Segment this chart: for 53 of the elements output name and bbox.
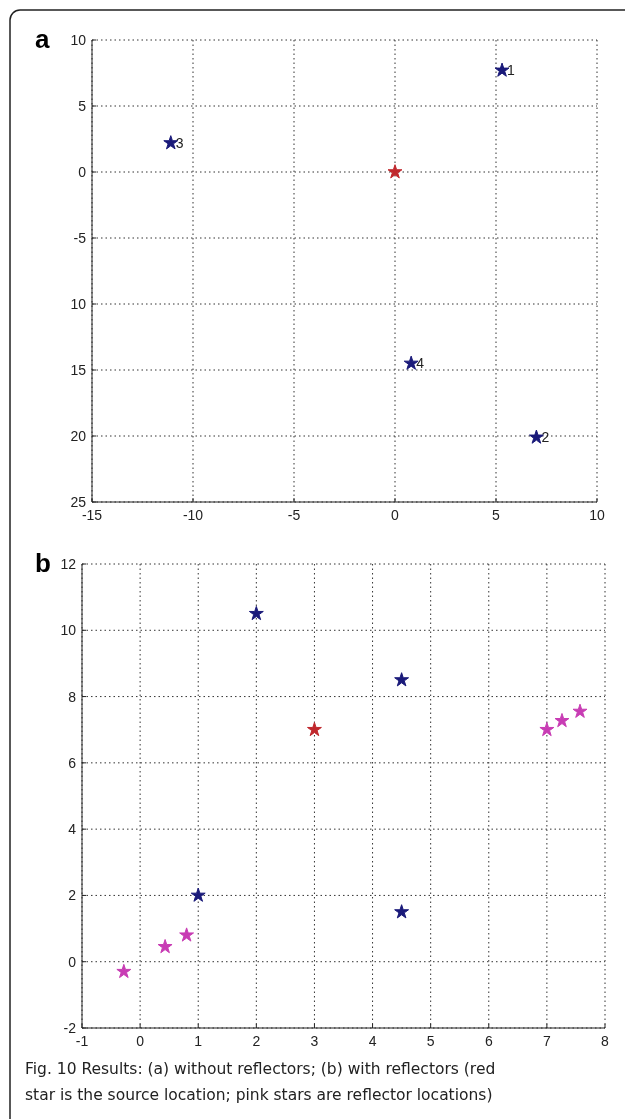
point (528, 429, 544, 444)
y-tick-label: -5 (73, 230, 87, 246)
y-tick-label: 12 (60, 556, 77, 572)
x-tick-label: 7 (542, 1033, 551, 1049)
y-tick-label: 4 (68, 821, 77, 838)
y-tick-label: 5 (78, 98, 87, 114)
y-tick-label: 25 (70, 494, 87, 510)
x-tick-label: 0 (391, 507, 400, 523)
point (179, 927, 195, 942)
point (539, 721, 555, 737)
chart-title: b (35, 548, 51, 578)
point (494, 62, 510, 77)
point (572, 703, 588, 718)
y-tick-label: 15 (70, 362, 87, 378)
x-tick-label: 2 (252, 1033, 261, 1049)
point (387, 164, 403, 179)
y-tick-label: 10 (70, 32, 87, 48)
annotation: 3 (175, 134, 184, 151)
annotation: 2 (541, 429, 550, 446)
y-tick-label: 0 (78, 164, 87, 180)
annotation: 4 (416, 355, 425, 372)
point (306, 721, 322, 737)
y-tick-label: 10 (70, 296, 87, 312)
point (116, 963, 132, 979)
y-tick-label: 10 (60, 622, 77, 639)
chart-title: a (35, 24, 50, 54)
point (394, 672, 410, 687)
x-tick-label: 8 (601, 1033, 610, 1049)
x-tick-label: -15 (81, 507, 103, 523)
y-tick-label: 0 (68, 953, 77, 970)
x-tick-label: 10 (589, 507, 605, 523)
caption: Fig. 10 Results: (a) without reflectors; (b) with reflectors (red star is the source location; pink stars are reflector locations) (25, 1060, 496, 1104)
x-tick-label: 5 (426, 1033, 435, 1049)
x-tick-label: 1 (194, 1033, 203, 1049)
point (554, 712, 570, 728)
x-tick-label: -5 (287, 507, 301, 523)
point (248, 605, 264, 621)
y-tick-label: 20 (70, 428, 87, 444)
point (394, 904, 410, 919)
x-tick-label: -1 (75, 1033, 89, 1049)
y-tick-label: -2 (63, 1020, 77, 1036)
point (190, 887, 206, 902)
y-tick-label: 8 (68, 688, 77, 705)
x-tick-label: 3 (310, 1033, 319, 1049)
x-tick-label: 5 (492, 507, 501, 523)
point (157, 938, 173, 954)
y-tick-label: 2 (68, 887, 77, 904)
x-tick-label: 6 (484, 1033, 493, 1049)
x-tick-label: 0 (136, 1033, 145, 1049)
y-tick-label: 6 (68, 754, 77, 771)
x-tick-label: 4 (368, 1033, 377, 1049)
x-tick-label: -10 (182, 507, 204, 523)
annotation: 1 (507, 62, 516, 79)
